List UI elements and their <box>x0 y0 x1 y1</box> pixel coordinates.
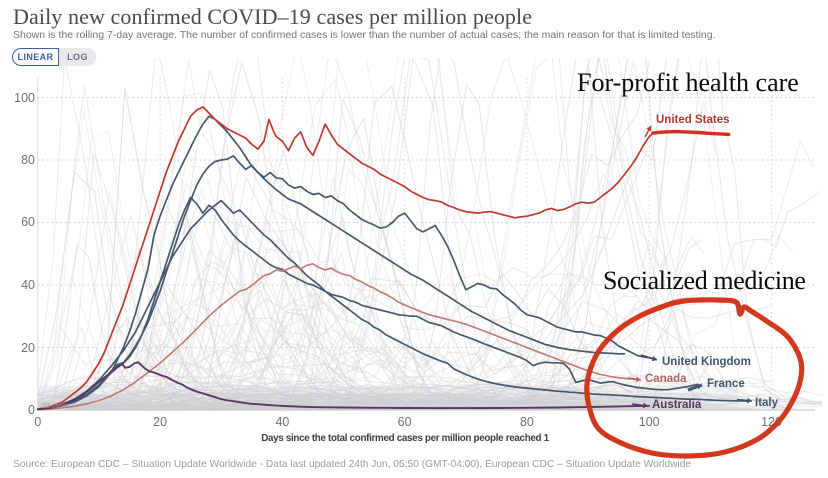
svg-text:80: 80 <box>21 153 35 167</box>
svg-text:40: 40 <box>21 278 35 292</box>
svg-text:20: 20 <box>153 415 167 429</box>
svg-text:United Kingdom: United Kingdom <box>662 356 751 368</box>
svg-text:France: France <box>707 378 745 390</box>
svg-text:80: 80 <box>520 415 534 429</box>
svg-text:Australia: Australia <box>652 399 702 411</box>
svg-text:0: 0 <box>34 415 41 429</box>
svg-text:20: 20 <box>21 341 35 355</box>
svg-text:60: 60 <box>21 215 35 229</box>
svg-text:Italy: Italy <box>755 397 779 409</box>
svg-text:Canada: Canada <box>645 373 687 385</box>
svg-text:100: 100 <box>14 91 35 105</box>
svg-text:60: 60 <box>398 415 412 429</box>
svg-text:100: 100 <box>639 415 660 429</box>
svg-text:0: 0 <box>28 403 35 417</box>
svg-text:United States: United States <box>656 114 730 126</box>
svg-text:40: 40 <box>275 415 289 429</box>
